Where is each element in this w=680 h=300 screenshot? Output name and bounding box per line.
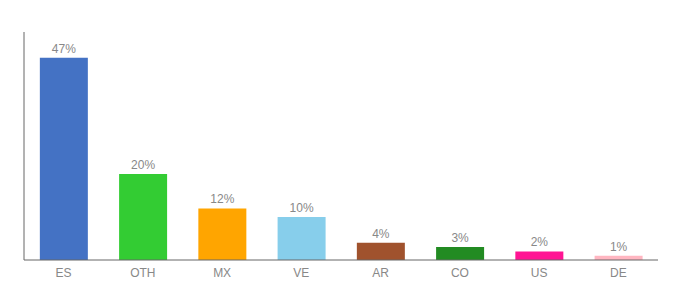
svg-text:10%: 10% [290, 201, 314, 215]
svg-text:12%: 12% [210, 192, 234, 206]
svg-text:3%: 3% [451, 231, 469, 245]
svg-text:DE: DE [610, 266, 627, 280]
svg-text:47%: 47% [52, 42, 76, 56]
svg-text:US: US [531, 266, 548, 280]
svg-text:CO: CO [451, 266, 469, 280]
svg-text:VE: VE [293, 266, 309, 280]
svg-text:2%: 2% [531, 235, 549, 249]
svg-text:20%: 20% [131, 158, 155, 172]
svg-text:MX: MX [213, 266, 231, 280]
svg-text:1%: 1% [610, 240, 628, 254]
svg-text:4%: 4% [372, 227, 390, 241]
svg-text:OTH: OTH [130, 266, 155, 280]
svg-text:ES: ES [56, 266, 72, 280]
svg-text:AR: AR [372, 266, 389, 280]
